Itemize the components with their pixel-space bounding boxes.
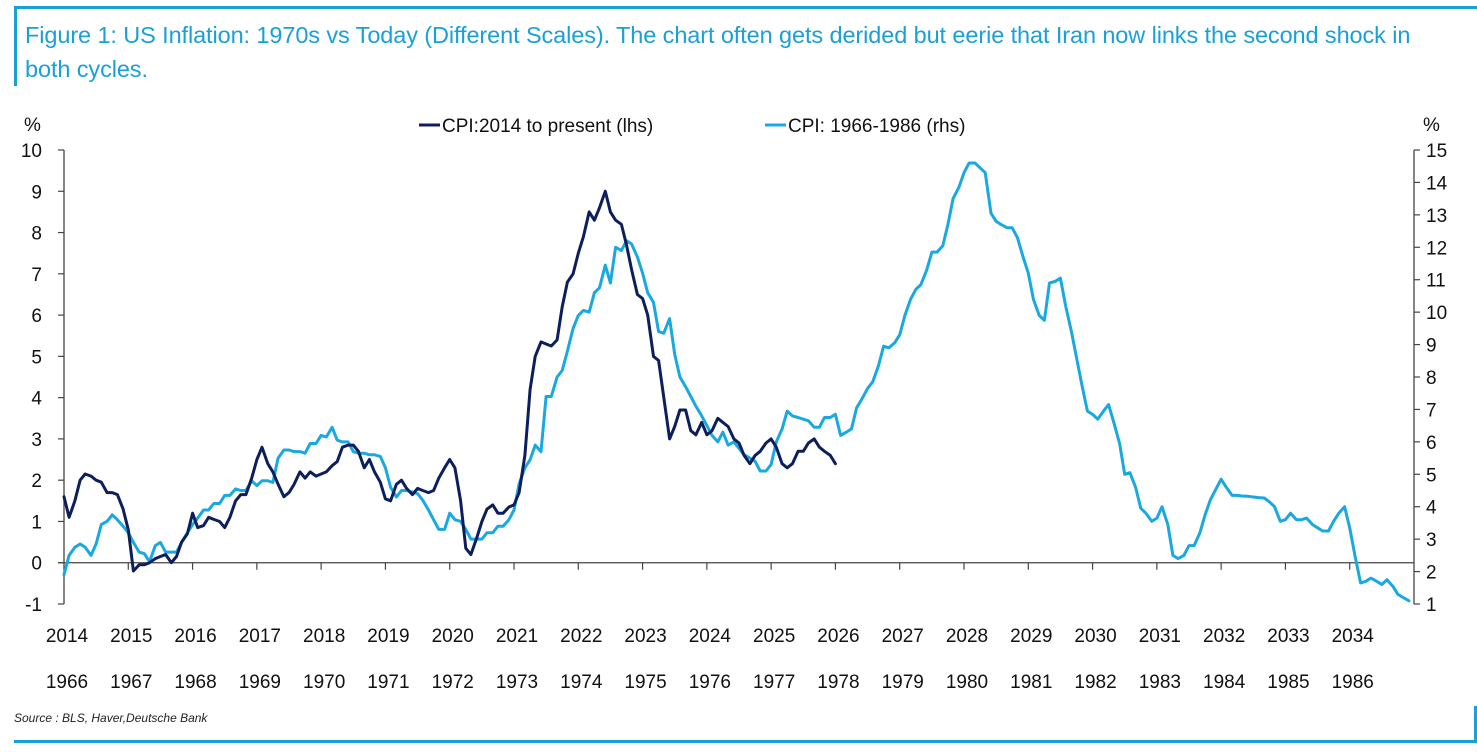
left-tick-label: 0 [31, 554, 42, 575]
right-tick-label: 15 [1426, 141, 1447, 162]
x-tick-label-bottom: 1969 [239, 672, 281, 693]
x-tick-label-top: 2014 [46, 626, 89, 647]
x-tick-label-bottom: 1971 [367, 672, 409, 693]
x-tick-label-top: 2022 [560, 626, 602, 647]
x-tick-label-bottom: 1986 [1332, 672, 1374, 693]
series-line-1970s [62, 161, 1411, 603]
figure-frame-top [14, 6, 1477, 9]
right-tick-label: 10 [1426, 303, 1447, 324]
series-line-today [62, 189, 837, 573]
x-tick-label-bottom: 1979 [882, 672, 924, 693]
x-tick-label-bottom: 1975 [624, 672, 666, 693]
x-tick-label-top: 2026 [817, 626, 859, 647]
x-tick-label-top: 2025 [753, 626, 795, 647]
source-note: Source : BLS, Haver,Deutsche Bank [14, 711, 208, 725]
left-tick-label: -1 [25, 595, 42, 616]
x-tick-label-top: 2023 [624, 626, 666, 647]
figure-frame-right [1474, 706, 1477, 743]
right-tick-label: 5 [1426, 465, 1437, 486]
x-tick-label-bottom: 1985 [1267, 672, 1309, 693]
legend-label-1970s: CPI: 1966-1986 (rhs) [788, 116, 965, 137]
left-axis-unit: % [24, 115, 41, 136]
left-tick-label: 10 [21, 141, 42, 162]
left-tick-label: 9 [31, 182, 42, 203]
x-tick-label-bottom: 1972 [432, 672, 474, 693]
x-tick-label-top: 2034 [1332, 626, 1375, 647]
x-tick-label-bottom: 1977 [753, 672, 795, 693]
x-tick-label-bottom: 1966 [46, 672, 88, 693]
x-tick-label-top: 2028 [946, 626, 988, 647]
x-tick-label-top: 2019 [367, 626, 409, 647]
x-tick-label-top: 2030 [1074, 626, 1116, 647]
x-tick-label-top: 2029 [1010, 626, 1052, 647]
x-tick-label-bottom: 1983 [1139, 672, 1181, 693]
series-lines [62, 161, 1411, 603]
right-tick-label: 3 [1426, 530, 1437, 551]
figure-frame-left [14, 6, 17, 86]
left-tick-label: 3 [31, 430, 42, 451]
legend-label-today: CPI:2014 to present (lhs) [442, 116, 653, 137]
right-tick-label: 13 [1426, 206, 1447, 227]
x-tick-label-bottom: 1984 [1203, 672, 1246, 693]
right-tick-label: 4 [1426, 498, 1437, 519]
right-tick-label: 1 [1426, 595, 1437, 616]
x-tick-label-top: 2033 [1267, 626, 1309, 647]
x-tick-label-bottom: 1976 [689, 672, 731, 693]
x-tick-label-bottom: 1967 [110, 672, 152, 693]
x-tick-label-top: 2015 [110, 626, 152, 647]
x-tick-label-bottom: 1980 [946, 672, 988, 693]
x-tick-label-bottom: 1968 [174, 672, 216, 693]
right-tick-label: 2 [1426, 563, 1437, 584]
right-tick-label: 6 [1426, 433, 1437, 454]
right-tick-label: 8 [1426, 368, 1437, 389]
right-tick-label: 9 [1426, 336, 1437, 357]
left-tick-label: 7 [31, 265, 42, 286]
x-tick-label-bottom: 1978 [817, 672, 859, 693]
x-tick-label-top: 2020 [432, 626, 474, 647]
left-tick-label: 2 [31, 471, 42, 492]
x-tick-label-top: 2021 [496, 626, 538, 647]
left-tick-label: 6 [31, 306, 42, 327]
right-tick-label: 7 [1426, 400, 1437, 421]
x-tick-label-top: 2032 [1203, 626, 1245, 647]
right-tick-label: 11 [1426, 271, 1446, 292]
figure-title: Figure 1: US Inflation: 1970s vs Today (… [25, 22, 1411, 82]
right-tick-label: 12 [1426, 238, 1447, 259]
x-tick-label-top: 2027 [882, 626, 924, 647]
legend: CPI:2014 to present (lhs) CPI: 1966-1986… [419, 116, 965, 137]
x-tick-label-top: 2018 [303, 626, 345, 647]
left-tick-label: 4 [31, 389, 42, 410]
right-tick-label: 14 [1426, 173, 1448, 194]
x-tick-label-top: 2017 [239, 626, 281, 647]
x-tick-label-bottom: 1982 [1074, 672, 1116, 693]
x-tick-label-top: 2016 [174, 626, 216, 647]
x-tick-label-top: 2031 [1139, 626, 1181, 647]
x-tick-label-top: 2024 [689, 626, 732, 647]
x-tick-label-bottom: 1973 [496, 672, 538, 693]
left-tick-label: 5 [31, 347, 42, 368]
left-tick-label: 1 [31, 512, 42, 533]
left-tick-label: 8 [31, 224, 42, 245]
figure-frame-bottom [14, 740, 1477, 743]
x-tick-label-bottom: 1970 [303, 672, 345, 693]
right-axis-unit: % [1423, 115, 1440, 136]
x-tick-label-bottom: 1974 [560, 672, 603, 693]
x-tick-label-bottom: 1981 [1010, 672, 1052, 693]
